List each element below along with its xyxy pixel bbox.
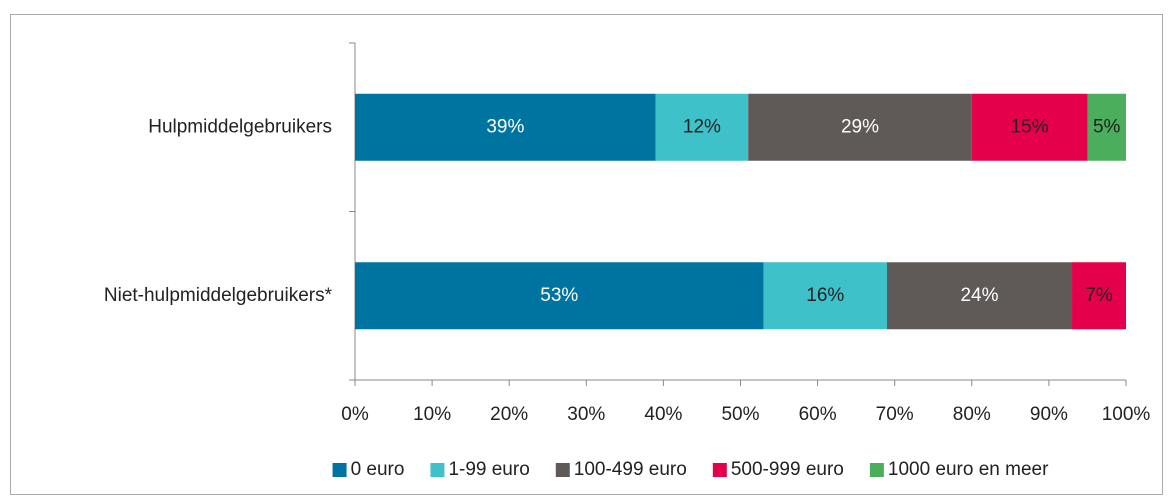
bar-segment xyxy=(886,262,1073,330)
data-label: 29% xyxy=(841,116,879,137)
legend-label: 100-499 euro xyxy=(574,459,687,480)
data-label: 16% xyxy=(806,285,844,306)
data-label: 5% xyxy=(1093,116,1121,137)
x-tick-label: 0% xyxy=(341,404,369,425)
data-label: 7% xyxy=(1085,285,1113,306)
x-tick-label: 70% xyxy=(876,404,914,425)
data-label: 53% xyxy=(540,285,578,306)
legend-label: 0 euro xyxy=(351,459,405,480)
bar-segment xyxy=(655,93,749,161)
x-tick-label: 30% xyxy=(567,404,605,425)
x-tick-label: 100% xyxy=(1102,404,1151,425)
legend-swatch xyxy=(555,463,570,477)
x-tick-label: 40% xyxy=(644,404,682,425)
data-label: 12% xyxy=(683,116,721,137)
x-tick-label: 10% xyxy=(413,404,451,425)
bar-segment xyxy=(1072,262,1126,330)
y-tick-label: Niet-hulpmiddelgebruikers* xyxy=(104,285,333,306)
x-tick-label: 80% xyxy=(953,404,991,425)
legend-label: 500-999 euro xyxy=(731,459,844,480)
data-label: 24% xyxy=(960,285,998,306)
legend-swatch xyxy=(332,463,347,477)
data-label: 39% xyxy=(486,116,524,137)
bar-segment xyxy=(355,262,764,330)
x-tick-label: 20% xyxy=(490,404,528,425)
legend-swatch xyxy=(430,463,445,477)
x-tick-label: 60% xyxy=(799,404,837,425)
bar-segment xyxy=(1087,93,1126,161)
legend-swatch xyxy=(712,463,727,477)
bar-segment xyxy=(748,93,972,161)
legend-label: 1000 euro en meer xyxy=(888,459,1049,480)
y-tick-label: Hulpmiddelgebruikers xyxy=(148,116,332,137)
data-label: 15% xyxy=(1011,116,1049,137)
legend-label: 1-99 euro xyxy=(448,459,529,480)
bar-segment xyxy=(971,93,1088,161)
legend-swatch xyxy=(869,463,884,477)
bar-segment xyxy=(355,93,656,161)
bar-segment xyxy=(763,262,887,330)
x-tick-label: 50% xyxy=(721,404,759,425)
x-tick-label: 90% xyxy=(1030,404,1068,425)
